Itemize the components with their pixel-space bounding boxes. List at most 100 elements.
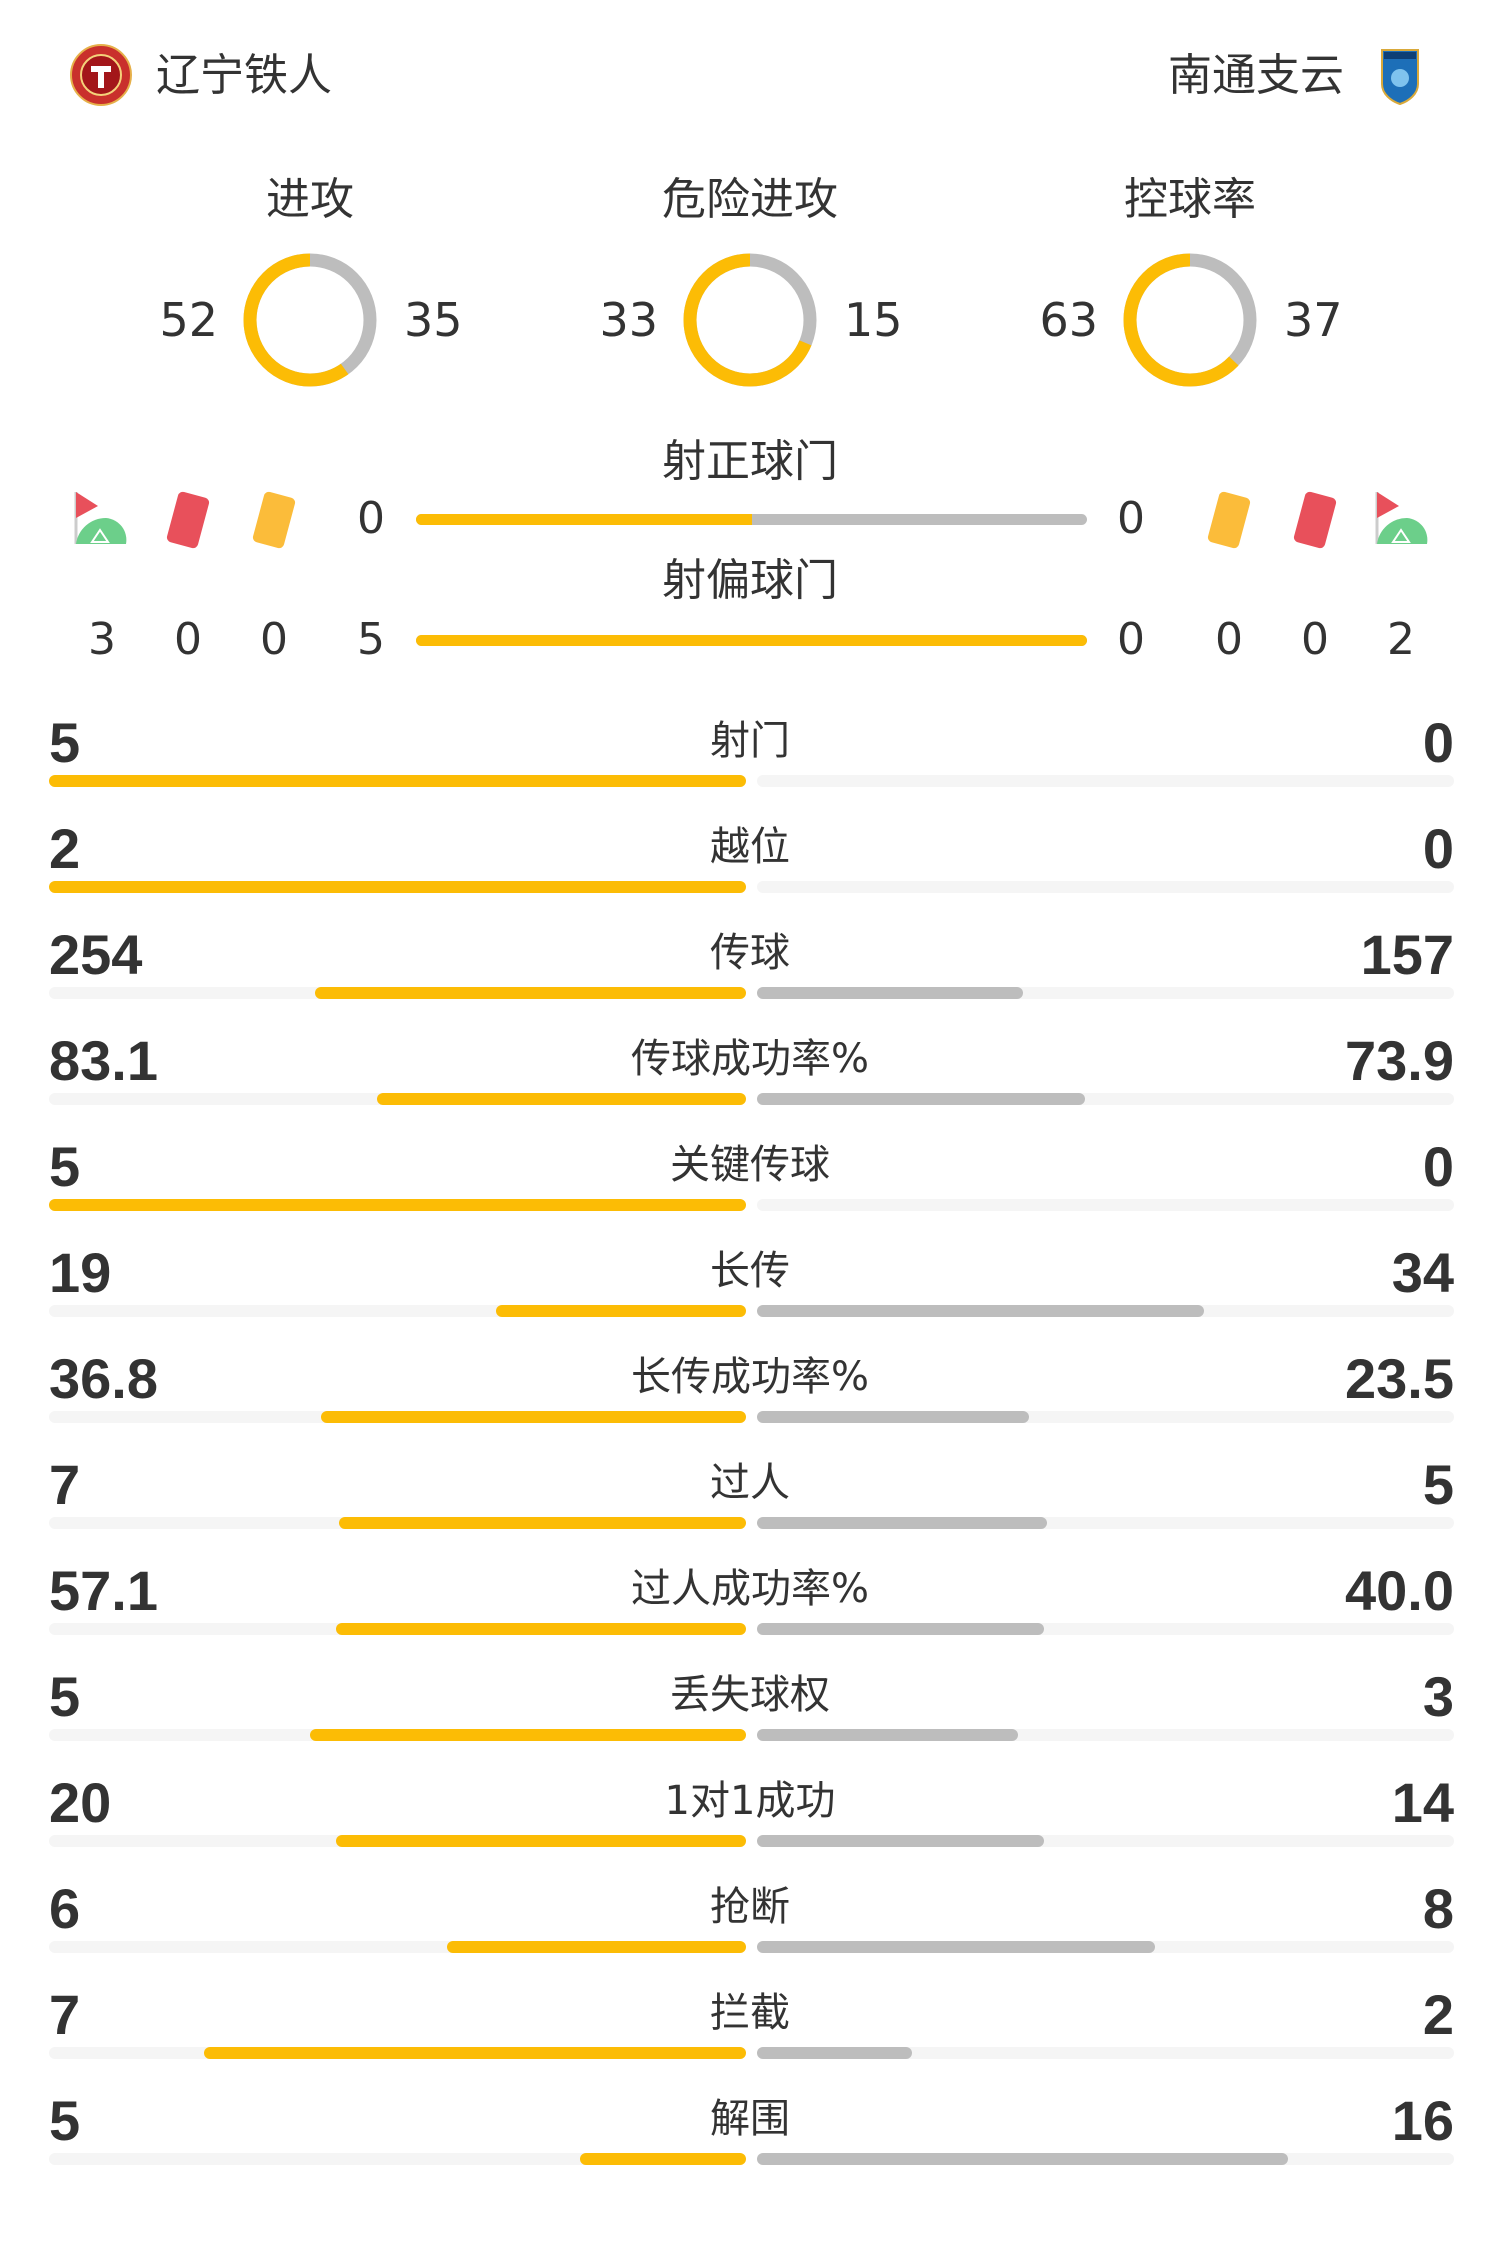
away-team-name: 南通支云 (1168, 50, 1344, 101)
stat-away-value: 23.5 (1345, 1347, 1454, 1410)
away-shots-off-target: 0 (1117, 614, 1145, 665)
stat-away-value: 8 (1422, 1877, 1454, 1940)
stat-row: 7 过人 5 (0, 1453, 1500, 1543)
stat-row: 19 长传 34 (0, 1241, 1500, 1331)
stat-home-track (49, 2047, 746, 2059)
stat-home-track (49, 1835, 746, 1847)
stat-home-track (49, 1729, 746, 1741)
donut-chart (243, 253, 377, 387)
stat-away-value: 2 (1422, 1983, 1454, 2046)
stat-away-value: 34 (1391, 1241, 1454, 1304)
stat-away-track (757, 1517, 1454, 1529)
donut-home-value: 63 (1039, 293, 1098, 347)
donut-home-arc (683, 253, 817, 387)
stat-home-track (49, 1517, 746, 1529)
donut-home-arc (243, 253, 377, 387)
stat-home-track (49, 987, 746, 999)
stat-home-value: 5 (49, 711, 81, 774)
donut-home-value: 52 (159, 293, 218, 347)
stat-home-fill (49, 881, 746, 893)
stat-row: 57.1 过人成功率% 40.0 (0, 1559, 1500, 1649)
stat-home-value: 83.1 (49, 1029, 158, 1092)
stat-away-value: 0 (1422, 817, 1454, 880)
stat-away-track (757, 1941, 1454, 1953)
stat-home-track (49, 775, 746, 787)
stat-home-track (49, 881, 746, 893)
stat-away-value: 40.0 (1345, 1559, 1454, 1622)
stat-away-fill (757, 1729, 1019, 1741)
donut-away-value: 35 (404, 293, 463, 347)
stat-home-track (49, 1199, 746, 1211)
stat-row: 5 丢失球权 3 (0, 1665, 1500, 1755)
stat-away-track (757, 2047, 1454, 2059)
stat-label: 传球 (710, 930, 790, 976)
stat-row: 5 关键传球 0 (0, 1135, 1500, 1225)
stat-home-fill (339, 1517, 746, 1529)
stat-away-fill (757, 1941, 1156, 1953)
stat-home-fill (49, 775, 746, 787)
home-red-cards: 0 (174, 614, 202, 665)
stat-label: 抢断 (710, 1884, 790, 1930)
stat-away-fill (757, 1411, 1029, 1423)
stat-away-track (757, 775, 1454, 787)
stat-label: 拦截 (710, 1990, 790, 2036)
stat-home-value: 7 (49, 1453, 81, 1516)
away-corners: 2 (1387, 614, 1415, 665)
red-card-icon (1287, 488, 1343, 552)
stat-away-value: 157 (1360, 923, 1454, 986)
donut-title: 进攻 (266, 174, 354, 225)
stat-away-fill (757, 1305, 1205, 1317)
stat-away-value: 0 (1422, 711, 1454, 774)
stat-label: 关键传球 (670, 1142, 830, 1188)
stat-home-value: 57.1 (49, 1559, 158, 1622)
stat-away-value: 3 (1422, 1665, 1454, 1728)
stat-away-fill (757, 2047, 912, 2059)
stat-label: 丢失球权 (670, 1672, 830, 1718)
stat-away-track (757, 1411, 1454, 1423)
shots-on-target-home-fill (416, 514, 752, 525)
home-yellow-cards: 0 (260, 614, 288, 665)
stat-away-fill (757, 1093, 1086, 1105)
stat-row: 6 抢断 8 (0, 1877, 1500, 1967)
stat-home-fill (580, 2153, 746, 2165)
stat-row: 83.1 传球成功率% 73.9 (0, 1029, 1500, 1119)
stat-away-value: 5 (1422, 1453, 1454, 1516)
stat-away-value: 16 (1391, 2089, 1454, 2152)
stat-home-track (49, 1305, 746, 1317)
stat-row: 7 拦截 2 (0, 1983, 1500, 2073)
stat-label: 解围 (710, 2096, 790, 2142)
stat-label: 过人 (710, 1460, 790, 1506)
stat-label: 传球成功率% (630, 1036, 869, 1082)
donut-away-value: 37 (1284, 293, 1343, 347)
yellow-card-icon (246, 488, 302, 552)
stat-away-track (757, 2153, 1454, 2165)
stat-home-fill (203, 2047, 746, 2059)
stat-home-fill (447, 1941, 746, 1953)
stat-home-track (49, 1411, 746, 1423)
stat-home-value: 5 (49, 1135, 81, 1198)
stat-row: 5 射门 0 (0, 711, 1500, 801)
red-card-icon (160, 488, 216, 552)
shots-off-target-home-fill (416, 635, 1087, 646)
corner-flag-icon (1373, 488, 1429, 552)
stat-home-fill (336, 1835, 746, 1847)
home-team-logo (70, 44, 132, 106)
stat-home-fill (310, 1729, 746, 1741)
yellow-card-icon (1201, 488, 1257, 552)
donut-home-value: 33 (599, 293, 658, 347)
stat-away-track (757, 987, 1454, 999)
stat-away-track (757, 1093, 1454, 1105)
donut-chart (683, 253, 817, 387)
stat-row: 5 解围 16 (0, 2089, 1500, 2179)
donut-home-arc (1123, 253, 1257, 387)
stat-row: 2 越位 0 (0, 817, 1500, 907)
stat-home-fill (49, 1199, 746, 1211)
shots-off-target-bar (416, 635, 1087, 646)
stat-away-fill (757, 2153, 1289, 2165)
stat-away-fill (757, 1517, 1048, 1529)
donut-chart (1123, 253, 1257, 387)
stat-away-track (757, 1835, 1454, 1847)
stat-away-fill (757, 1835, 1044, 1847)
stat-home-track (49, 1941, 746, 1953)
home-corners: 3 (88, 614, 116, 665)
